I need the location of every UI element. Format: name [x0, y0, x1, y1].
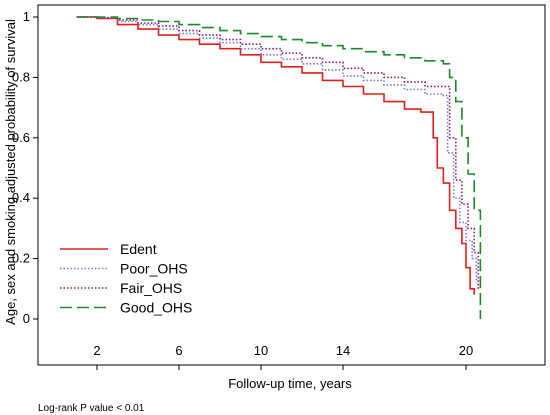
series-lines [76, 16, 482, 319]
x-tick-label: 20 [459, 343, 473, 358]
log-rank-note: Log-rank P value < 0.01 [38, 403, 145, 414]
x-tick-label: 2 [93, 343, 100, 358]
y-tick-label: 0 [23, 311, 30, 326]
legend-label: Poor_OHS [120, 261, 188, 277]
series-line-poor-ohs [76, 16, 478, 283]
x-axis-title: Follow-up time, years [228, 376, 352, 391]
plot-frame [37, 4, 546, 366]
series-line-fair-ohs [76, 16, 480, 289]
series-line-good-ohs [76, 16, 482, 319]
series-line-edent [76, 16, 475, 295]
y-axis-ticks: 0 0.2 0.4 0.6 0.8 1 [12, 9, 38, 326]
plot-border [37, 4, 546, 366]
legend-label: Good_OHS [120, 300, 192, 316]
x-axis-ticks: 2 6 10 14 20 [93, 343, 473, 370]
y-tick-label: 0.8 [12, 69, 30, 84]
legend-label: Fair_OHS [120, 280, 182, 296]
y-tick-label: 0.4 [12, 190, 30, 205]
y-tick-label: 0.2 [12, 251, 30, 266]
y-tick-label: 0.6 [12, 130, 30, 145]
x-tick-label: 14 [336, 343, 350, 358]
legend: Edent Poor_OHS Fair_OHS Good_OHS [60, 241, 192, 316]
y-tick-label: 1 [23, 9, 30, 24]
y-axis-title: Age, sex and smoking adjusted probabilit… [3, 19, 18, 325]
x-tick-label: 10 [254, 343, 268, 358]
x-tick-label: 6 [175, 343, 182, 358]
legend-label: Edent [120, 241, 157, 257]
